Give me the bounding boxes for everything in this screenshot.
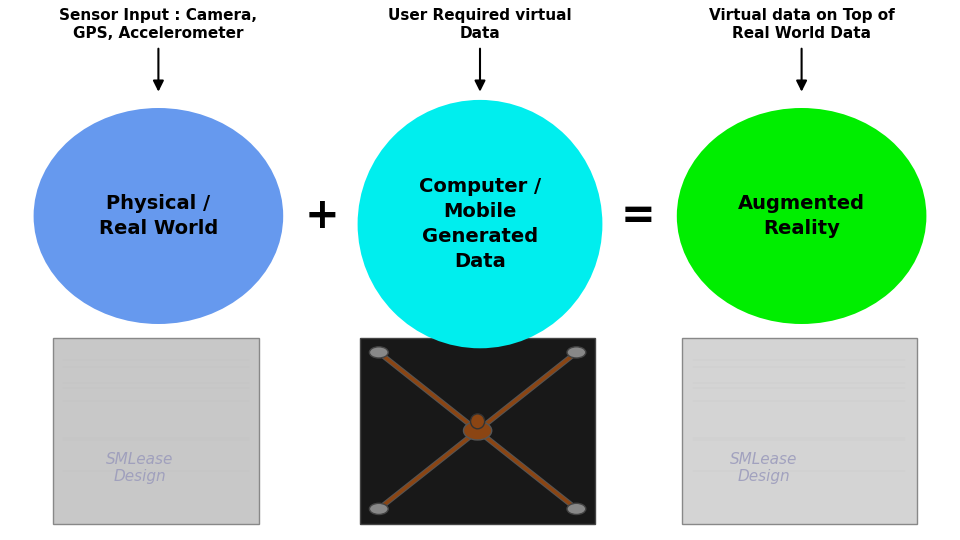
- Ellipse shape: [34, 108, 283, 324]
- Text: SMLease
Design: SMLease Design: [106, 451, 173, 484]
- Text: Sensor Input : Camera,
GPS, Accelerometer: Sensor Input : Camera, GPS, Acceleromete…: [60, 8, 257, 41]
- Bar: [682, 338, 917, 524]
- Ellipse shape: [470, 414, 485, 429]
- Bar: [53, 338, 259, 524]
- Text: User Required virtual
Data: User Required virtual Data: [388, 8, 572, 41]
- Text: Computer /
Mobile
Generated
Data: Computer / Mobile Generated Data: [419, 177, 541, 271]
- Text: SMLease
Design: SMLease Design: [731, 451, 798, 484]
- Text: Virtual data on Top of
Real World Data: Virtual data on Top of Real World Data: [708, 8, 895, 41]
- Ellipse shape: [464, 421, 492, 440]
- Ellipse shape: [357, 100, 603, 348]
- Ellipse shape: [370, 347, 388, 358]
- Ellipse shape: [567, 347, 586, 358]
- Ellipse shape: [677, 108, 926, 324]
- Ellipse shape: [567, 503, 586, 515]
- Text: Physical /
Real World: Physical / Real World: [99, 194, 218, 238]
- Bar: [360, 338, 595, 524]
- Text: =: =: [621, 195, 656, 237]
- Ellipse shape: [370, 503, 388, 515]
- Text: +: +: [304, 195, 339, 237]
- Text: Augmented
Reality: Augmented Reality: [738, 194, 865, 238]
